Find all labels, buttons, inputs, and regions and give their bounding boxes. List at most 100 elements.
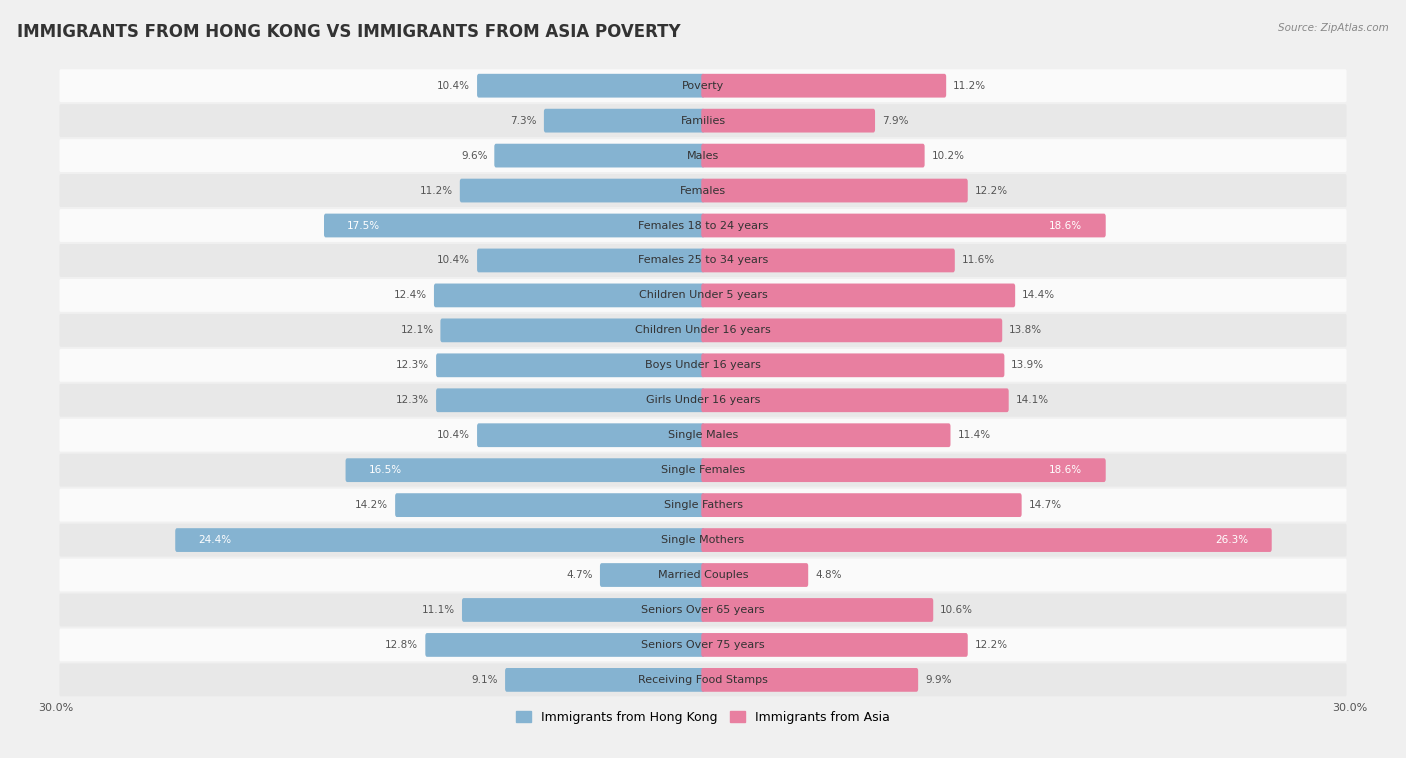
Text: 9.9%: 9.9% bbox=[925, 675, 952, 685]
Text: Receiving Food Stamps: Receiving Food Stamps bbox=[638, 675, 768, 685]
Text: 10.6%: 10.6% bbox=[941, 605, 973, 615]
Text: Children Under 16 years: Children Under 16 years bbox=[636, 325, 770, 335]
FancyBboxPatch shape bbox=[702, 144, 925, 168]
FancyBboxPatch shape bbox=[702, 214, 1105, 237]
Text: 12.3%: 12.3% bbox=[396, 360, 429, 371]
FancyBboxPatch shape bbox=[59, 104, 1347, 137]
Text: 26.3%: 26.3% bbox=[1215, 535, 1249, 545]
FancyBboxPatch shape bbox=[440, 318, 704, 343]
FancyBboxPatch shape bbox=[463, 598, 704, 622]
Text: IMMIGRANTS FROM HONG KONG VS IMMIGRANTS FROM ASIA POVERTY: IMMIGRANTS FROM HONG KONG VS IMMIGRANTS … bbox=[17, 23, 681, 41]
Text: Females: Females bbox=[681, 186, 725, 196]
Text: 4.7%: 4.7% bbox=[567, 570, 593, 580]
Text: 11.1%: 11.1% bbox=[422, 605, 456, 615]
Text: 13.8%: 13.8% bbox=[1010, 325, 1042, 335]
FancyBboxPatch shape bbox=[59, 663, 1347, 697]
Text: Males: Males bbox=[688, 151, 718, 161]
Text: 10.4%: 10.4% bbox=[437, 255, 470, 265]
Text: 10.4%: 10.4% bbox=[437, 431, 470, 440]
FancyBboxPatch shape bbox=[436, 353, 704, 377]
FancyBboxPatch shape bbox=[600, 563, 704, 587]
Text: Boys Under 16 years: Boys Under 16 years bbox=[645, 360, 761, 371]
Text: 11.2%: 11.2% bbox=[953, 80, 986, 91]
FancyBboxPatch shape bbox=[59, 628, 1347, 662]
FancyBboxPatch shape bbox=[477, 423, 704, 447]
FancyBboxPatch shape bbox=[59, 244, 1347, 277]
Text: Married Couples: Married Couples bbox=[658, 570, 748, 580]
Text: Children Under 5 years: Children Under 5 years bbox=[638, 290, 768, 300]
FancyBboxPatch shape bbox=[426, 633, 704, 657]
Text: Families: Families bbox=[681, 116, 725, 126]
Text: 12.8%: 12.8% bbox=[385, 640, 419, 650]
Text: 11.4%: 11.4% bbox=[957, 431, 990, 440]
Text: 24.4%: 24.4% bbox=[198, 535, 232, 545]
Legend: Immigrants from Hong Kong, Immigrants from Asia: Immigrants from Hong Kong, Immigrants fr… bbox=[510, 706, 896, 729]
FancyBboxPatch shape bbox=[702, 493, 1022, 517]
Text: Single Females: Single Females bbox=[661, 465, 745, 475]
Text: 9.6%: 9.6% bbox=[461, 151, 488, 161]
Text: 13.9%: 13.9% bbox=[1011, 360, 1045, 371]
FancyBboxPatch shape bbox=[323, 214, 704, 237]
Text: 18.6%: 18.6% bbox=[1049, 465, 1083, 475]
FancyBboxPatch shape bbox=[702, 249, 955, 272]
FancyBboxPatch shape bbox=[702, 459, 1105, 482]
Text: 12.2%: 12.2% bbox=[974, 640, 1008, 650]
FancyBboxPatch shape bbox=[346, 459, 704, 482]
Text: 11.6%: 11.6% bbox=[962, 255, 995, 265]
Text: 11.2%: 11.2% bbox=[420, 186, 453, 196]
FancyBboxPatch shape bbox=[59, 349, 1347, 382]
Text: Single Males: Single Males bbox=[668, 431, 738, 440]
FancyBboxPatch shape bbox=[702, 179, 967, 202]
FancyBboxPatch shape bbox=[59, 209, 1347, 242]
FancyBboxPatch shape bbox=[544, 108, 704, 133]
FancyBboxPatch shape bbox=[59, 279, 1347, 312]
FancyBboxPatch shape bbox=[59, 524, 1347, 556]
FancyBboxPatch shape bbox=[176, 528, 704, 552]
Text: 14.1%: 14.1% bbox=[1015, 395, 1049, 406]
Text: Source: ZipAtlas.com: Source: ZipAtlas.com bbox=[1278, 23, 1389, 33]
Text: 7.9%: 7.9% bbox=[882, 116, 908, 126]
Text: Girls Under 16 years: Girls Under 16 years bbox=[645, 395, 761, 406]
FancyBboxPatch shape bbox=[702, 423, 950, 447]
Text: 18.6%: 18.6% bbox=[1049, 221, 1083, 230]
Text: Seniors Over 65 years: Seniors Over 65 years bbox=[641, 605, 765, 615]
FancyBboxPatch shape bbox=[702, 318, 1002, 343]
FancyBboxPatch shape bbox=[495, 144, 704, 168]
FancyBboxPatch shape bbox=[702, 598, 934, 622]
Text: 14.7%: 14.7% bbox=[1029, 500, 1062, 510]
FancyBboxPatch shape bbox=[395, 493, 704, 517]
Text: 14.4%: 14.4% bbox=[1022, 290, 1054, 300]
FancyBboxPatch shape bbox=[59, 559, 1347, 591]
Text: 12.4%: 12.4% bbox=[394, 290, 427, 300]
FancyBboxPatch shape bbox=[702, 74, 946, 98]
FancyBboxPatch shape bbox=[59, 69, 1347, 102]
FancyBboxPatch shape bbox=[702, 563, 808, 587]
FancyBboxPatch shape bbox=[59, 489, 1347, 522]
FancyBboxPatch shape bbox=[460, 179, 704, 202]
FancyBboxPatch shape bbox=[505, 668, 704, 692]
FancyBboxPatch shape bbox=[59, 174, 1347, 207]
FancyBboxPatch shape bbox=[702, 353, 1004, 377]
Text: 10.2%: 10.2% bbox=[932, 151, 965, 161]
Text: Females 25 to 34 years: Females 25 to 34 years bbox=[638, 255, 768, 265]
FancyBboxPatch shape bbox=[436, 388, 704, 412]
FancyBboxPatch shape bbox=[702, 388, 1008, 412]
Text: 12.2%: 12.2% bbox=[974, 186, 1008, 196]
FancyBboxPatch shape bbox=[702, 528, 1271, 552]
Text: Seniors Over 75 years: Seniors Over 75 years bbox=[641, 640, 765, 650]
Text: 14.2%: 14.2% bbox=[356, 500, 388, 510]
Text: 10.4%: 10.4% bbox=[437, 80, 470, 91]
Text: 12.3%: 12.3% bbox=[396, 395, 429, 406]
FancyBboxPatch shape bbox=[702, 283, 1015, 307]
Text: 9.1%: 9.1% bbox=[471, 675, 498, 685]
FancyBboxPatch shape bbox=[477, 249, 704, 272]
FancyBboxPatch shape bbox=[702, 633, 967, 657]
Text: Single Mothers: Single Mothers bbox=[661, 535, 745, 545]
FancyBboxPatch shape bbox=[434, 283, 704, 307]
FancyBboxPatch shape bbox=[59, 384, 1347, 417]
FancyBboxPatch shape bbox=[702, 108, 875, 133]
Text: 17.5%: 17.5% bbox=[347, 221, 381, 230]
Text: 12.1%: 12.1% bbox=[401, 325, 433, 335]
Text: Poverty: Poverty bbox=[682, 80, 724, 91]
Text: 7.3%: 7.3% bbox=[510, 116, 537, 126]
